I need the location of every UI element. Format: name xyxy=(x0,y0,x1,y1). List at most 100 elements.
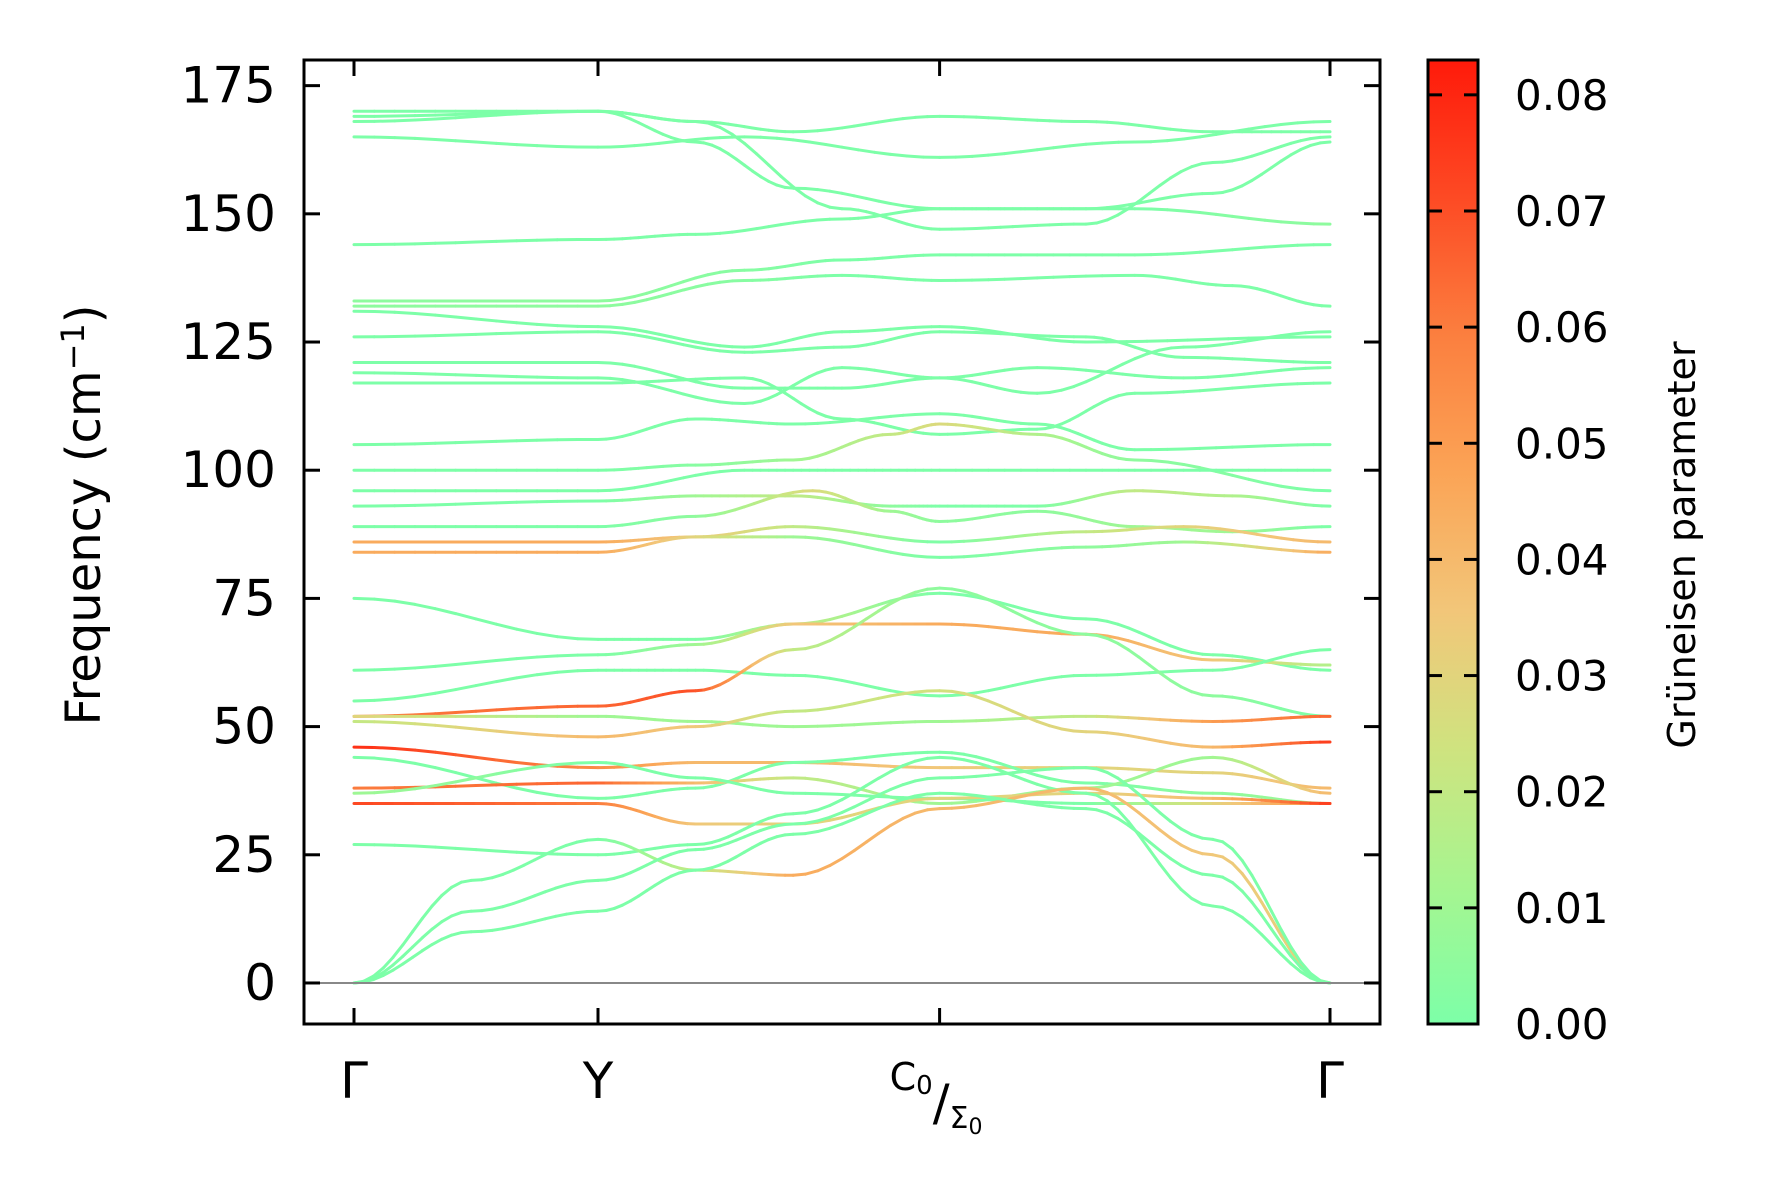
band-33-segment xyxy=(1047,766,1064,771)
band-02-segment xyxy=(864,196,881,203)
band-33-segment xyxy=(554,883,568,890)
band-09-segment xyxy=(433,333,458,338)
band-34-segment xyxy=(1308,974,1322,983)
band-01-segment xyxy=(803,129,820,134)
band-02-segment xyxy=(454,114,478,120)
band-09-segment xyxy=(1011,332,1027,337)
band-28-segment xyxy=(1299,786,1312,793)
band-23-segment xyxy=(1190,690,1204,697)
band-22-segment xyxy=(913,692,929,697)
band-07-segment xyxy=(681,285,698,292)
band-23-segment xyxy=(734,668,746,677)
band-23-segment xyxy=(1095,633,1109,640)
band-25-segment xyxy=(986,699,1003,708)
band-04-segment xyxy=(999,225,1015,229)
band-11-segment xyxy=(645,382,661,389)
band-24-segment xyxy=(864,721,881,726)
band-33-segment xyxy=(543,886,558,894)
band-31-segment xyxy=(913,756,929,763)
band-34-segment xyxy=(629,894,641,903)
band-20-segment xyxy=(535,631,559,639)
band-01-segment xyxy=(1023,118,1039,122)
band-15-segment xyxy=(633,484,649,490)
band-04-segment xyxy=(1011,224,1027,229)
band-01-segment xyxy=(877,118,893,124)
band-12-segment xyxy=(645,379,661,384)
band-04-segment xyxy=(1190,162,1204,169)
band-12-segment xyxy=(681,377,698,382)
band-23-segment xyxy=(1105,636,1120,645)
band-21-segment xyxy=(1023,629,1039,634)
band-31-segment xyxy=(925,755,942,760)
band-21-segment xyxy=(999,626,1015,631)
band-01-segment xyxy=(999,116,1015,121)
band-12-segment xyxy=(1084,405,1096,413)
band-06-segment xyxy=(1198,249,1218,254)
band-12-segment xyxy=(807,407,820,415)
band-32-segment xyxy=(564,840,579,847)
band-27-segment xyxy=(1072,780,1088,785)
band-27-segment xyxy=(986,758,1003,766)
band-19-segment xyxy=(1047,546,1064,551)
band-27-segment xyxy=(864,754,881,759)
band-34-segment xyxy=(840,817,856,826)
band-13-segment xyxy=(877,414,893,420)
band-01-segment xyxy=(1126,122,1141,127)
band-19-segment xyxy=(1218,542,1234,547)
band-03-segment xyxy=(905,154,925,159)
band-34-segment xyxy=(742,846,755,854)
band-04 xyxy=(352,109,1332,231)
band-31-segment xyxy=(1250,923,1264,937)
band-04-segment xyxy=(742,141,759,156)
band-15-segment xyxy=(657,478,673,485)
band-04-segment xyxy=(1260,148,1273,155)
band-29-segment xyxy=(454,776,478,784)
band-34-segment xyxy=(791,832,807,836)
band-21-segment xyxy=(372,667,397,672)
band-32-segment xyxy=(1221,855,1234,865)
band-27-segment xyxy=(474,776,498,785)
band-23-segment xyxy=(852,617,868,629)
band-24-segment xyxy=(1147,717,1162,722)
band-11-segment xyxy=(657,385,673,393)
band-28-segment xyxy=(454,784,478,788)
band-02-segment xyxy=(816,188,832,193)
band-30-segment xyxy=(828,816,844,822)
band-07-segment xyxy=(608,302,624,308)
band-34-segment xyxy=(620,899,633,907)
band-11-segment xyxy=(1133,373,1149,378)
band-26 xyxy=(352,745,1332,790)
band-34-segment xyxy=(1260,913,1273,931)
band-32-segment xyxy=(381,955,395,970)
band-18-segment xyxy=(950,539,966,544)
band-18-segment xyxy=(1243,530,1259,536)
band-08-segment xyxy=(950,325,966,330)
band-32-segment xyxy=(511,863,526,872)
band-34-segment xyxy=(459,930,473,935)
band-13-segment xyxy=(828,420,844,425)
band-09-segment xyxy=(608,330,624,335)
band-33-segment xyxy=(1299,960,1312,975)
band-32-segment xyxy=(1200,852,1215,857)
band-33-segment xyxy=(828,810,844,819)
band-03-segment xyxy=(657,140,673,145)
band-32-segment xyxy=(1060,786,1076,791)
band-24-segment xyxy=(840,723,856,727)
band-34-segment xyxy=(1137,831,1151,844)
band-02-segment xyxy=(637,121,649,129)
band-23-segment xyxy=(1250,699,1264,705)
band-13-segment xyxy=(840,418,856,423)
band-11-segment xyxy=(1157,375,1173,380)
band-18-segment xyxy=(1047,530,1064,535)
band-20-segment xyxy=(1035,611,1051,617)
band-33-segment xyxy=(1179,827,1194,837)
band-12-segment xyxy=(775,386,787,395)
band-06-segment xyxy=(1165,251,1186,256)
band-33-segment xyxy=(1221,840,1234,851)
band-33-segment xyxy=(901,779,917,787)
cb-tick-label: 0.04 xyxy=(1515,535,1609,584)
band-08-segment xyxy=(620,326,637,332)
band-23-segment xyxy=(1279,707,1293,713)
band-10-segment xyxy=(645,367,661,374)
band-30-segment xyxy=(1260,798,1273,803)
